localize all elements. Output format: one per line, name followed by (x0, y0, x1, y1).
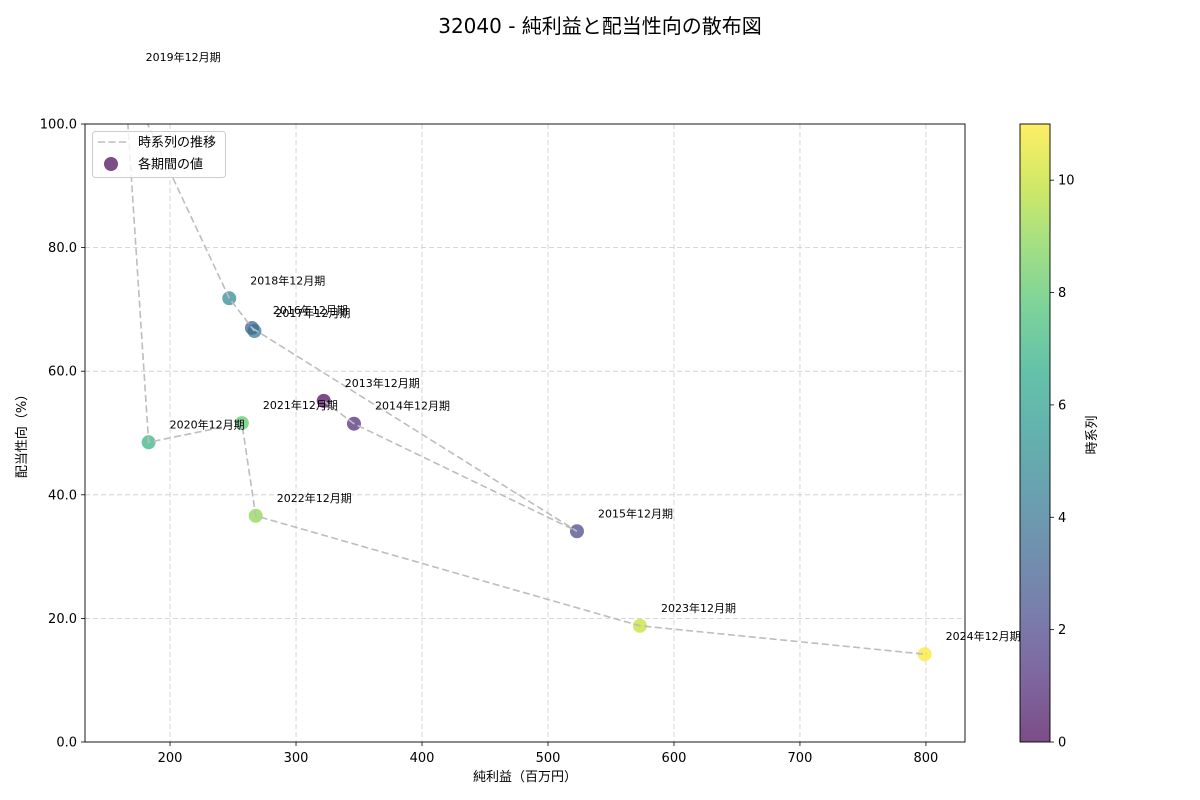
point-label: 2013年12月期 (345, 376, 420, 390)
x-tick-label: 500 (536, 751, 561, 766)
colorbar-axis: 0 2 4 6 8 10 (1050, 174, 1075, 751)
point-label: 2015年12月期 (598, 506, 673, 520)
legend-marker-swatch (104, 157, 118, 171)
x-tick-label: 600 (662, 751, 687, 766)
colorbar-tick-label: 0 (1058, 736, 1066, 751)
colorbar-frame (1019, 123, 1051, 743)
x-tick-label: 400 (410, 751, 435, 766)
colorbar: 0 2 4 6 8 10 時系列 (1019, 123, 1100, 751)
y-tick-label: 20.0 (48, 612, 77, 627)
point-label: 2018年12月期 (250, 273, 325, 287)
point-label: 2016年12月期 (273, 303, 348, 317)
plot-frame (84, 123, 966, 743)
x-axis: 200 300 400 500 600 700 800 (158, 742, 939, 766)
y-axis-label: 配当性向（%） (14, 388, 30, 478)
x-tick-label: 200 (158, 751, 183, 766)
trend-line (127, 124, 925, 655)
colorbar-tick-label: 10 (1058, 174, 1075, 189)
y-tick-label: 0.0 (56, 736, 77, 751)
point-label: 2014年12月期 (375, 399, 450, 413)
point-label: 2021年12月期 (263, 398, 338, 412)
y-tick-label: 100.0 (40, 118, 77, 133)
point-label: 2020年12月期 (170, 417, 245, 431)
point-labels: 2013年12月期 2014年12月期 2015年12月期 2016年12月期2017… (146, 50, 1021, 643)
y-axis: 0.0 20.0 40.0 60.0 80.0 100.0 (40, 118, 85, 751)
data-point (247, 324, 262, 339)
colorbar-tick-label: 2 (1058, 623, 1066, 638)
x-tick-label: 700 (788, 751, 813, 766)
colorbar-tick-label: 4 (1058, 511, 1066, 526)
legend-label-trend: 時系列の推移 (138, 136, 216, 151)
point-label: 2017年12月期 (275, 306, 350, 320)
y-tick-label: 60.0 (48, 365, 77, 380)
x-tick-label: 300 (284, 751, 309, 766)
point-label: 2023年12月期 (661, 601, 736, 615)
colorbar-tick-label: 6 (1058, 398, 1066, 413)
x-axis-label: 純利益（百万円） (473, 770, 577, 785)
colorbar-gradient (1020, 124, 1050, 742)
colorbar-tick-label: 8 (1058, 286, 1066, 301)
legend-label-points: 各期間の値 (138, 157, 203, 173)
chart-title: 32040 - 純利益と配当性向の散布図 (438, 14, 762, 38)
data-point (917, 647, 932, 662)
x-tick-label: 800 (914, 751, 939, 766)
y-tick-label: 80.0 (48, 241, 77, 256)
legend: 時系列の推移 各期間の値 (92, 131, 226, 178)
trend-line-group (127, 124, 925, 655)
colorbar-label: 時系列 (1085, 415, 1100, 454)
point-label: 2022年12月期 (277, 491, 352, 505)
y-tick-label: 40.0 (48, 488, 77, 503)
legend-box (92, 131, 226, 178)
point-label: 2024年12月期 (946, 629, 1021, 643)
point-label: 2019年12月期 (146, 50, 221, 64)
